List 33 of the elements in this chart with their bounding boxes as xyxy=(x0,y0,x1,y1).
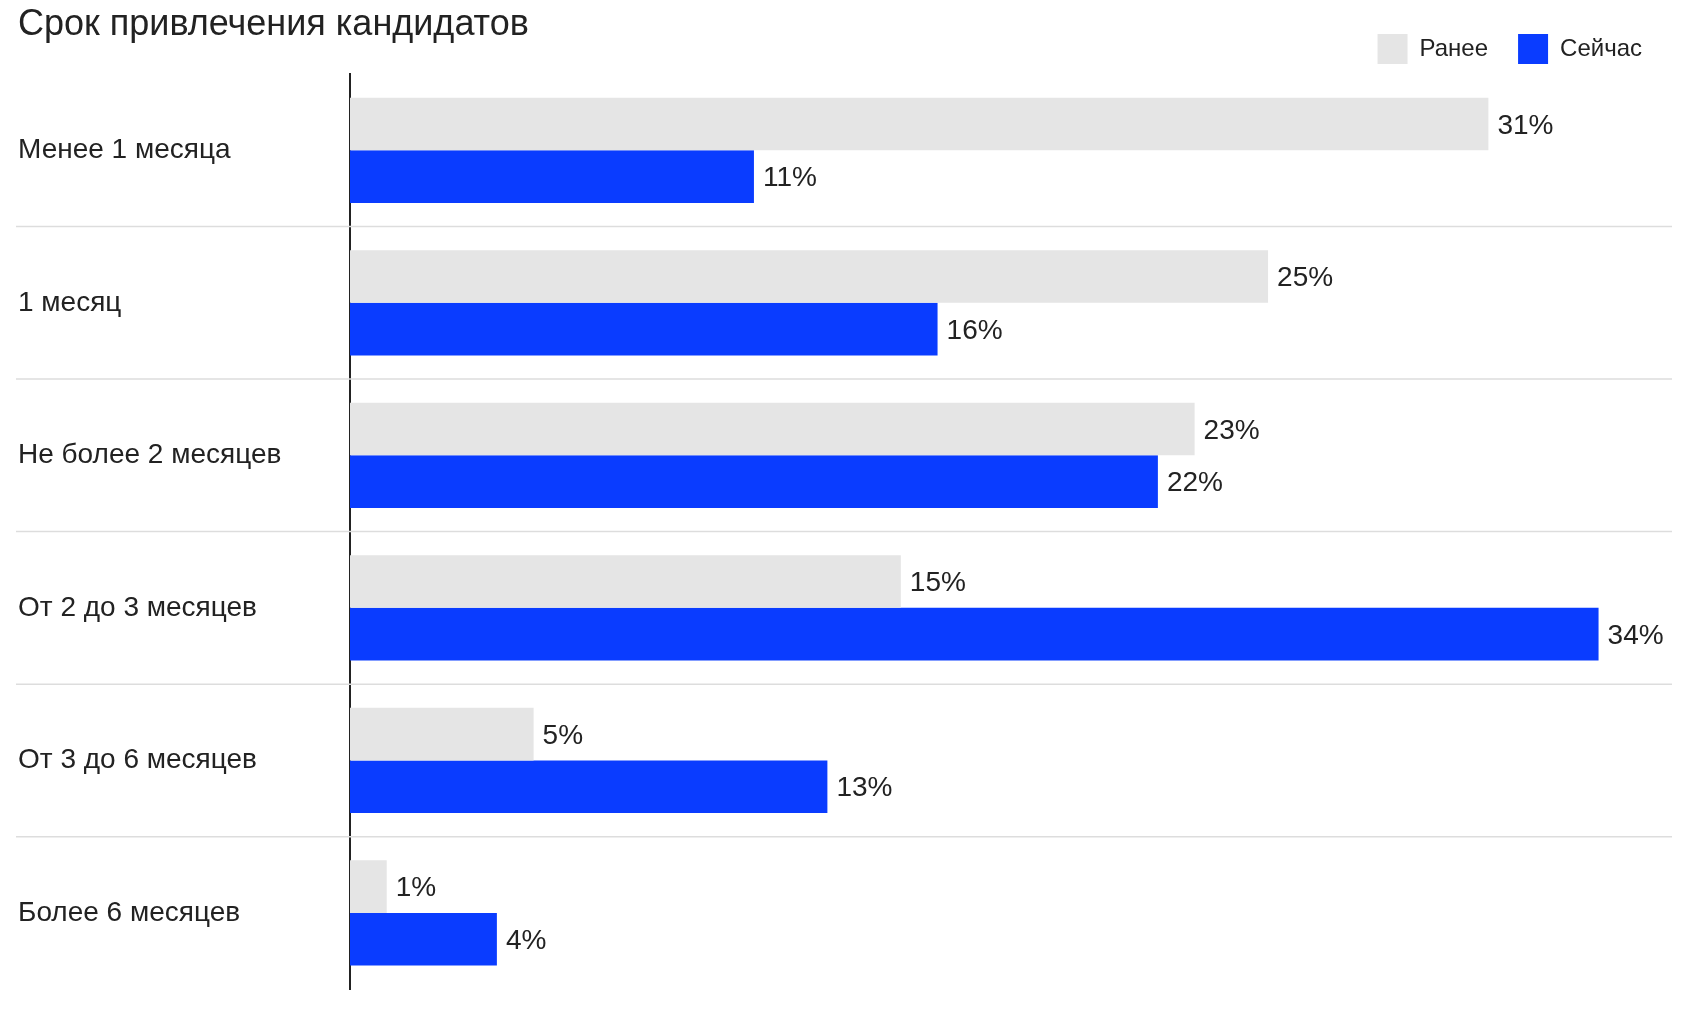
y-tick-label: От 3 до 6 месяцев xyxy=(18,743,257,775)
chart-title: Срок привлечения кандидатов xyxy=(18,2,529,44)
bar xyxy=(350,455,1158,508)
bar xyxy=(350,607,1599,661)
y-tick-label: От 2 до 3 месяцев xyxy=(18,590,257,622)
bar xyxy=(350,250,1269,303)
y-tick-label: 1 месяц xyxy=(18,285,122,317)
data-label: 5% xyxy=(542,718,584,750)
bar xyxy=(350,860,387,913)
bar xyxy=(350,97,1489,151)
legend-label: Ранее xyxy=(1419,33,1489,61)
data-label: 31% xyxy=(1497,108,1554,140)
y-tick-label: Более 6 месяцев xyxy=(18,895,241,927)
bar xyxy=(350,912,497,966)
data-label: 34% xyxy=(1607,618,1664,650)
bar xyxy=(350,555,901,608)
bar xyxy=(350,707,534,761)
data-label: 16% xyxy=(946,313,1003,345)
data-label: 22% xyxy=(1166,466,1223,498)
legend-label: Сейчас xyxy=(1560,33,1642,61)
data-label: 15% xyxy=(909,566,966,598)
y-tick-label: Менее 1 месяца xyxy=(18,132,231,164)
data-label: 4% xyxy=(505,923,547,955)
data-label: 23% xyxy=(1203,413,1260,445)
data-label: 13% xyxy=(836,771,893,803)
data-label: 11% xyxy=(762,161,817,193)
bar xyxy=(350,402,1195,456)
data-label: 1% xyxy=(395,871,437,903)
bar xyxy=(350,760,828,814)
bar xyxy=(350,150,754,203)
data-label: 25% xyxy=(1277,261,1334,293)
bar xyxy=(350,302,938,356)
y-tick-label: Не более 2 месяцев xyxy=(18,438,282,470)
